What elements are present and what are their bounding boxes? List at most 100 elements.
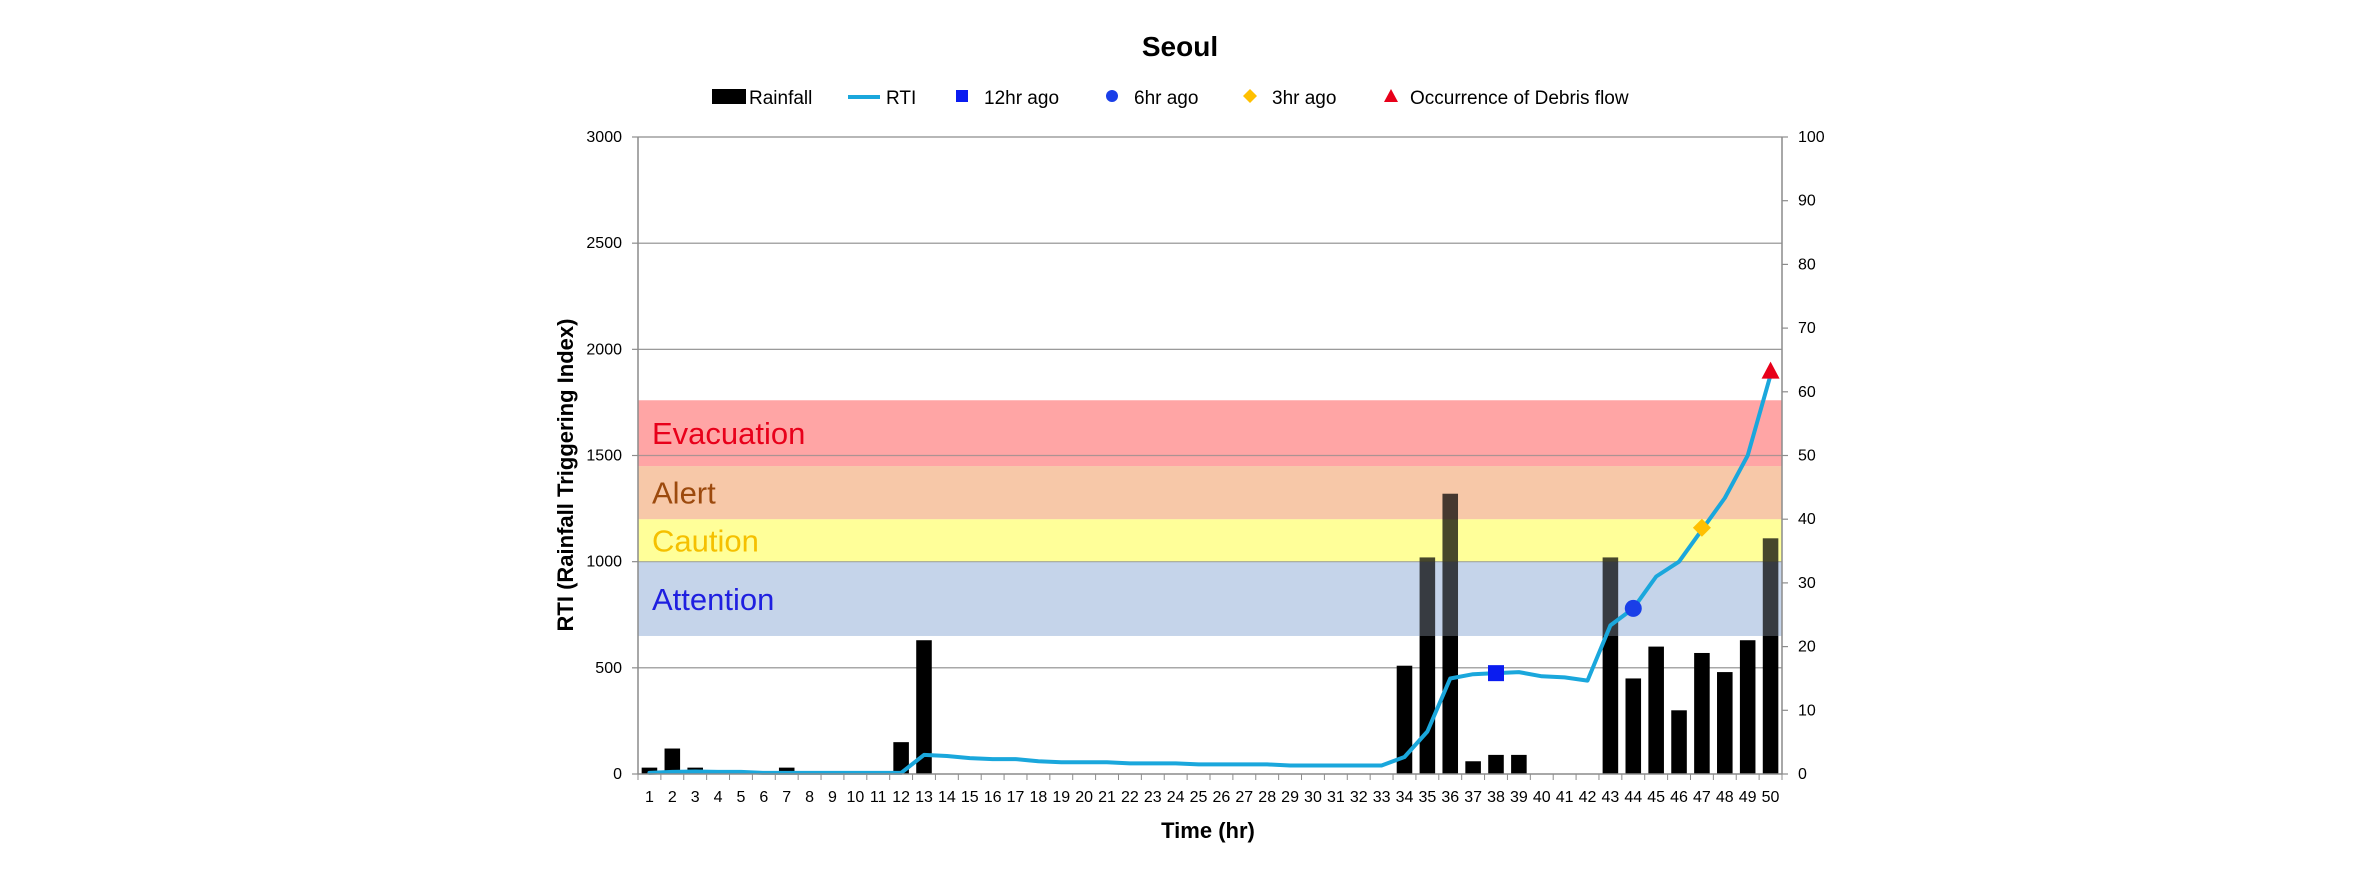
- x-tick-label-4: 4: [714, 789, 723, 806]
- zone-label-evacuation: Evacuation: [652, 416, 805, 451]
- zone-label-caution: Caution: [652, 523, 759, 558]
- x-tick-label-33: 33: [1373, 789, 1391, 806]
- x-tick-label-40: 40: [1533, 789, 1551, 806]
- x-tick-label-43: 43: [1602, 789, 1620, 806]
- x-tick-label-12: 12: [892, 789, 910, 806]
- x-tick-label-41: 41: [1556, 789, 1574, 806]
- rainfall-bar-49: [1739, 640, 1756, 774]
- x-tick-label-17: 17: [1007, 789, 1025, 806]
- rti-line: [647, 372, 1773, 775]
- rainfall-bar-39: [1511, 754, 1527, 774]
- rainfall-bar-44: [1625, 678, 1642, 774]
- rainfall-bar-38: [1488, 754, 1504, 774]
- rainfall-bar-43: [1602, 557, 1619, 774]
- legend: Rainfall RTI 12hr ago 6hr ago 3hr ago Oc…: [712, 88, 1629, 109]
- zone-overlay-evacuation: [638, 400, 1782, 467]
- rainfall-bar-7: [778, 767, 795, 774]
- legend-rainfall-label: Rainfall: [749, 88, 812, 109]
- y-tick-label-500: 500: [595, 660, 622, 677]
- y-tick-label-2500: 2500: [586, 235, 622, 252]
- legend-12hr-label: 12hr ago: [984, 88, 1059, 109]
- x-tick-label-3: 3: [691, 789, 700, 806]
- zone-overlay-alert: [638, 466, 1782, 520]
- rainfall-bar-36: [1442, 493, 1459, 774]
- y-axis-title: RTI (Rainfall Triggering Index): [553, 319, 578, 632]
- zone-caution: [638, 519, 1782, 562]
- zone-label-attention: Attention: [652, 582, 774, 617]
- x-tick-label-20: 20: [1075, 789, 1093, 806]
- zone-alert: [638, 466, 1782, 520]
- x-tick-label-6: 6: [759, 789, 768, 806]
- x-tick-label-38: 38: [1487, 789, 1505, 806]
- legend-6hr-marker: [1106, 90, 1118, 102]
- axes: 0 500 1000 1500 2000 2500 3000 0 10 20 30 40 50 60 70 8…: [586, 129, 1824, 806]
- x-tick-label-11: 11: [870, 789, 887, 806]
- legend-rti-label: RTI: [886, 88, 916, 109]
- x-tick-label-36: 36: [1441, 789, 1459, 806]
- x-tick-label-34: 34: [1396, 789, 1414, 806]
- x-tick-label-16: 16: [984, 789, 1002, 806]
- x-tick-label-9: 9: [828, 789, 837, 806]
- y-tick-label-3000: 3000: [586, 129, 622, 146]
- y2-tick-label-70: 70: [1798, 320, 1816, 337]
- y2-tick-label-60: 60: [1798, 384, 1816, 401]
- zone-overlay-caution: [638, 519, 1782, 562]
- y2-tick-label-0: 0: [1798, 766, 1807, 783]
- event-markers: [1488, 361, 1780, 682]
- y2-tick-label-10: 10: [1798, 702, 1816, 719]
- rainfall-bar-48: [1717, 672, 1733, 774]
- zone-attention: [638, 561, 1782, 636]
- rti-line-layer: [647, 372, 1773, 775]
- legend-3hr-label: 3hr ago: [1272, 88, 1336, 109]
- x-tick-label-39: 39: [1510, 789, 1528, 806]
- x-tick-label-49: 49: [1739, 789, 1757, 806]
- x-tick-label-8: 8: [805, 789, 814, 806]
- rainfall-bar-2: [664, 748, 681, 774]
- y2-tick-label-80: 80: [1798, 256, 1816, 273]
- y-tick-label-1500: 1500: [586, 448, 622, 465]
- x-tick-label-7: 7: [782, 789, 791, 806]
- y2-tick-label-30: 30: [1798, 575, 1816, 592]
- y2-tick-label-90: 90: [1798, 193, 1816, 210]
- x-tick-label-28: 28: [1258, 789, 1276, 806]
- x-tick-label-31: 31: [1327, 789, 1345, 806]
- x-tick-label-46: 46: [1670, 789, 1688, 806]
- rainfall-bar-47: [1694, 652, 1710, 774]
- x-axis-title: Time (hr): [1161, 818, 1255, 843]
- x-tick-label-22: 22: [1121, 789, 1139, 806]
- x-tick-label-29: 29: [1281, 789, 1299, 806]
- x-tick-label-1: 1: [645, 789, 654, 806]
- y-tick-label-1000: 1000: [586, 554, 622, 571]
- legend-12hr-marker: [956, 90, 968, 102]
- rainfall-bars: [641, 493, 1779, 774]
- x-tick-label-48: 48: [1716, 789, 1734, 806]
- x-tick-label-25: 25: [1190, 789, 1208, 806]
- x-tick-label-23: 23: [1144, 789, 1162, 806]
- chart-title: Seoul: [1142, 31, 1218, 62]
- zone-overlay-attention: [638, 561, 1782, 636]
- rainfall-bar-46: [1671, 710, 1687, 774]
- x-tick-label-45: 45: [1647, 789, 1665, 806]
- legend-occurrence-label: Occurrence of Debris flow: [1410, 88, 1629, 109]
- x-tick-label-44: 44: [1624, 789, 1642, 806]
- x-tick-label-19: 19: [1052, 789, 1070, 806]
- y2-tick-label-100: 100: [1798, 129, 1825, 146]
- x-tick-label-24: 24: [1167, 789, 1185, 806]
- rainfall-bar-12: [893, 742, 909, 774]
- y2-tick-label-40: 40: [1798, 511, 1816, 528]
- x-tick-label-27: 27: [1235, 789, 1253, 806]
- y2-tick-label-20: 20: [1798, 639, 1816, 656]
- y2-tick-label-50: 50: [1798, 448, 1816, 465]
- x-tick-label-5: 5: [737, 789, 746, 806]
- legend-3hr-marker: [1243, 89, 1257, 103]
- rainfall-bar-45: [1648, 646, 1664, 774]
- x-tick-label-42: 42: [1579, 789, 1597, 806]
- marker-12hr-ago: [1488, 665, 1504, 682]
- legend-6hr-label: 6hr ago: [1134, 88, 1198, 109]
- x-tick-label-26: 26: [1213, 789, 1231, 806]
- x-tick-label-15: 15: [961, 789, 979, 806]
- y-tick-label-2000: 2000: [586, 341, 622, 358]
- x-tick-label-30: 30: [1304, 789, 1322, 806]
- x-tick-label-10: 10: [846, 789, 864, 806]
- rainfall-bar-50: [1762, 538, 1779, 774]
